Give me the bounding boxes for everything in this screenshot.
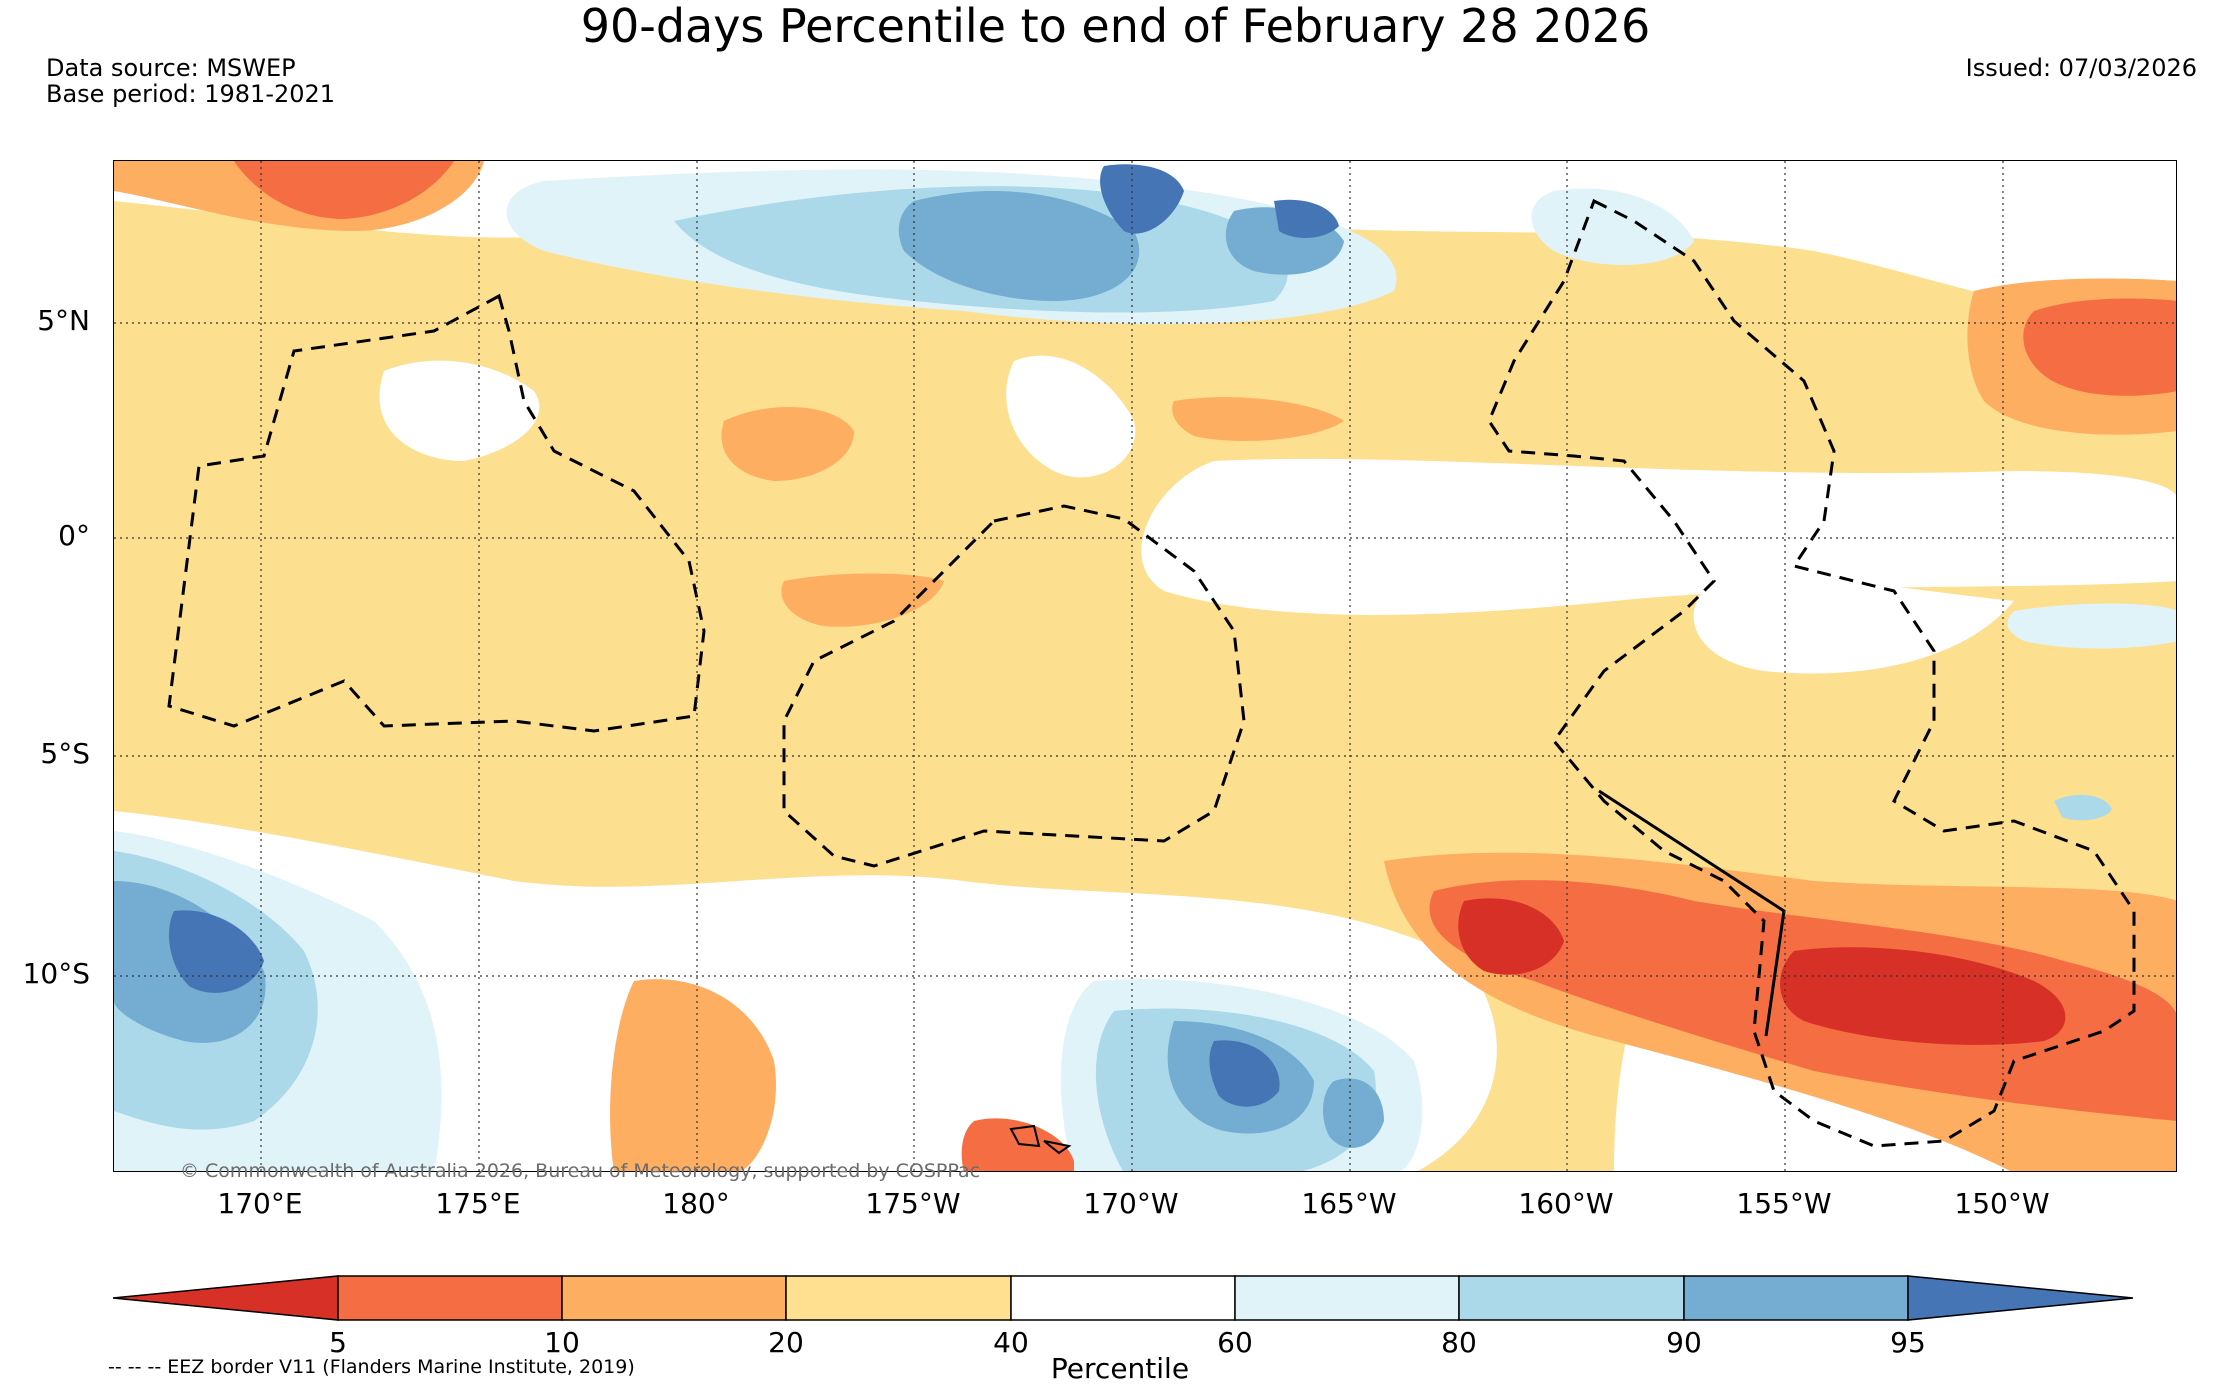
lon-label-175w: 175°W (865, 1187, 961, 1220)
lon-label-180: 180° (662, 1187, 730, 1220)
data-source-text: Data source: MSWEP (46, 54, 296, 82)
colorbar-segment-60-80 (1234, 1275, 1460, 1321)
lat-label-10s: 10°S (22, 957, 90, 990)
colorbar-segment-40-60 (1010, 1275, 1236, 1321)
colorbar-segment-10-20 (561, 1275, 787, 1321)
lon-label-160w: 160°W (1518, 1187, 1614, 1220)
copyright-text: © Commonwealth of Australia 2026, Bureau… (180, 1160, 981, 1182)
lat-label-0: 0° (58, 519, 90, 552)
map-gridlines (114, 161, 2176, 1171)
lon-label-170e: 170°E (217, 1187, 303, 1220)
percentile-map (113, 160, 2177, 1172)
lon-label-150w: 150°W (1954, 1187, 2050, 1220)
eez-border-note: -- -- -- EEZ border V11 (Flanders Marine… (108, 1356, 635, 1378)
colorbar-segment-80-90 (1458, 1275, 1685, 1321)
colorbar-label: Percentile (1050, 1352, 1190, 1385)
eez-borders (167, 198, 2136, 1148)
lat-label-5n: 5°N (37, 304, 90, 337)
colorbar-tick-5: 5 (329, 1326, 347, 1359)
colorbar-tick-60: 60 (1217, 1326, 1253, 1359)
colorbar-tick-80: 80 (1441, 1326, 1477, 1359)
base-period-text: Base period: 1981-2021 (46, 80, 336, 108)
colorbar-tick-90: 90 (1666, 1326, 1702, 1359)
colorbar-tick-10: 10 (544, 1326, 580, 1359)
lon-label-155w: 155°W (1736, 1187, 1832, 1220)
colorbar-segment-20-40 (785, 1275, 1012, 1321)
lon-label-165w: 165°W (1301, 1187, 1397, 1220)
lon-label-170w: 170°W (1083, 1187, 1179, 1220)
lat-label-5s: 5°S (40, 737, 90, 770)
map-title: 90-days Percentile to end of February 28… (580, 0, 1651, 53)
colorbar-tick-40: 40 (993, 1326, 1029, 1359)
band-above-95-regions (169, 164, 1339, 1107)
colorbar-segment-above-95 (1907, 1275, 2134, 1321)
band-below-5-regions (1458, 898, 2066, 1045)
issued-date-text: Issued: 07/03/2026 (1965, 54, 2197, 82)
colorbar-segment-90-95 (1683, 1275, 1909, 1321)
colorbar-segment-below-5 (112, 1275, 339, 1321)
map-field (114, 161, 2176, 1171)
colorbar-segment-5-10 (337, 1275, 563, 1321)
boundary-line (1598, 789, 1786, 1037)
colorbar-tick-20: 20 (768, 1326, 804, 1359)
lon-label-175e: 175°E (435, 1187, 521, 1220)
colorbar-tick-95: 95 (1890, 1326, 1926, 1359)
island-outlines (1009, 1124, 1072, 1155)
